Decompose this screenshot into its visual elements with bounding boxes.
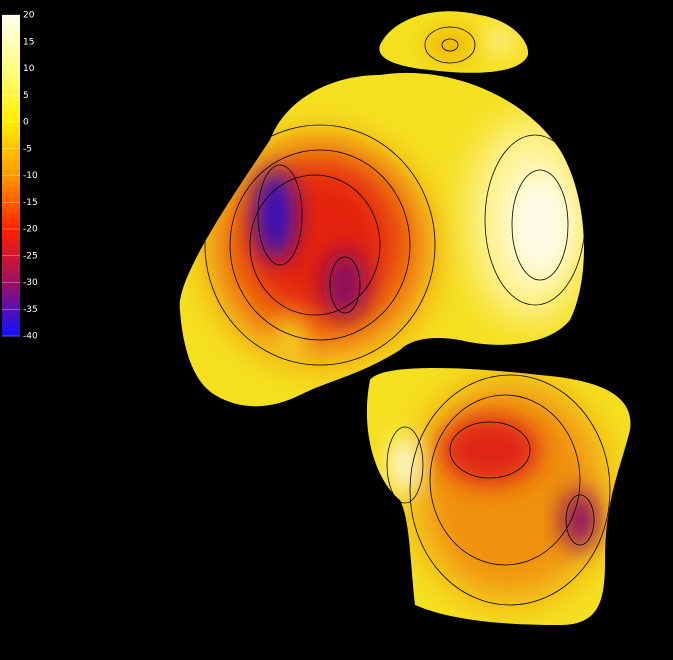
colorbar-segment (2, 175, 20, 182)
colorbar-segment (2, 239, 20, 246)
colorbar: 20 15 10 5 0 -5 -10 -15 -20 -25 -30 -35 -40 (2, 11, 38, 342)
colorbar-segment (2, 245, 20, 251)
colorbar-segment (2, 47, 20, 53)
colorbar-segment (2, 154, 20, 160)
colorbar-segment (2, 229, 20, 235)
colorbar-segment (2, 212, 20, 219)
colorbar-tick-label: -5 (23, 144, 32, 154)
colorbar-segment (2, 325, 20, 332)
colorbar-segment (2, 303, 20, 310)
colorbar-segment (2, 41, 20, 48)
colorbar-tick-label: -20 (23, 225, 38, 235)
colorbar-segment (2, 261, 20, 267)
colorbar-segment (2, 287, 20, 294)
colorbar-segment (2, 36, 20, 43)
colorbar-segment (2, 159, 20, 166)
colorbar-segment (2, 138, 20, 144)
colorbar-tick-label: 20 (23, 11, 35, 21)
colorbar-segment (2, 202, 20, 209)
colorbar-segment (2, 319, 20, 326)
colorbar-segment (2, 186, 20, 193)
colorbar-tick-label: -25 (23, 251, 38, 261)
colorbar-segment (2, 52, 20, 59)
colorbar-segment (2, 330, 20, 337)
colorbar-tick-label: -15 (23, 198, 38, 208)
colorbar-segment (2, 170, 20, 176)
colorbar-segment (2, 282, 20, 289)
colorbar-segment (2, 57, 20, 64)
colorbar-segment (2, 68, 20, 75)
colorbar-segment (2, 89, 20, 96)
colorbar-segment (2, 143, 20, 150)
colorbar-segment (2, 309, 20, 316)
colorbar-segment (2, 25, 20, 32)
colorbar-segment (2, 79, 20, 86)
colorbar-segment (2, 266, 20, 273)
colorbar-segment (2, 271, 20, 278)
colorbar-segment (2, 20, 20, 27)
colorbar-segment (2, 31, 20, 37)
colorbar-tick-label: 5 (23, 91, 29, 101)
colorbar-segment (2, 218, 20, 225)
colorbar-segment (2, 234, 20, 241)
colorbar-tick-label: -35 (23, 305, 38, 315)
colorbar-tick-label: 15 (23, 37, 34, 47)
colorbar-segment (2, 84, 20, 91)
colorbar-segment (2, 100, 20, 107)
colorbar-segment (2, 122, 20, 128)
colorbar-segment (2, 95, 20, 102)
colorbar-segment (2, 293, 20, 300)
colorbar-segment (2, 127, 20, 134)
colorbar-segment (2, 63, 20, 69)
colorbar-segment (2, 132, 20, 139)
colorbar-tick-label: 0 (23, 118, 29, 128)
colorbar-segment (2, 314, 20, 321)
colorbar-tick-label: -10 (23, 171, 38, 181)
colorbar-segment (2, 180, 20, 187)
colorbar-segment (2, 105, 20, 112)
colorbar-segment (2, 250, 20, 257)
colorbar-segment (2, 73, 20, 80)
colorbar-segment (2, 196, 20, 203)
colorbar-segment (2, 298, 20, 305)
colorbar-segment (2, 277, 20, 283)
colorbar-segment (2, 164, 20, 171)
colorbar-segment (2, 255, 20, 262)
colorbar-tick-label: 10 (23, 64, 35, 74)
colorbar-segment (2, 111, 20, 118)
colorbar-tick-label: -40 (23, 332, 38, 342)
colorbar-segment (2, 15, 20, 21)
colorbar-segment (2, 116, 20, 123)
colorbar-segment (2, 223, 20, 230)
colorbar-segment (2, 191, 20, 198)
colorbar-segment (2, 207, 20, 214)
colorbar-tick-label: -30 (23, 278, 38, 288)
colorbar-segment (2, 148, 20, 155)
